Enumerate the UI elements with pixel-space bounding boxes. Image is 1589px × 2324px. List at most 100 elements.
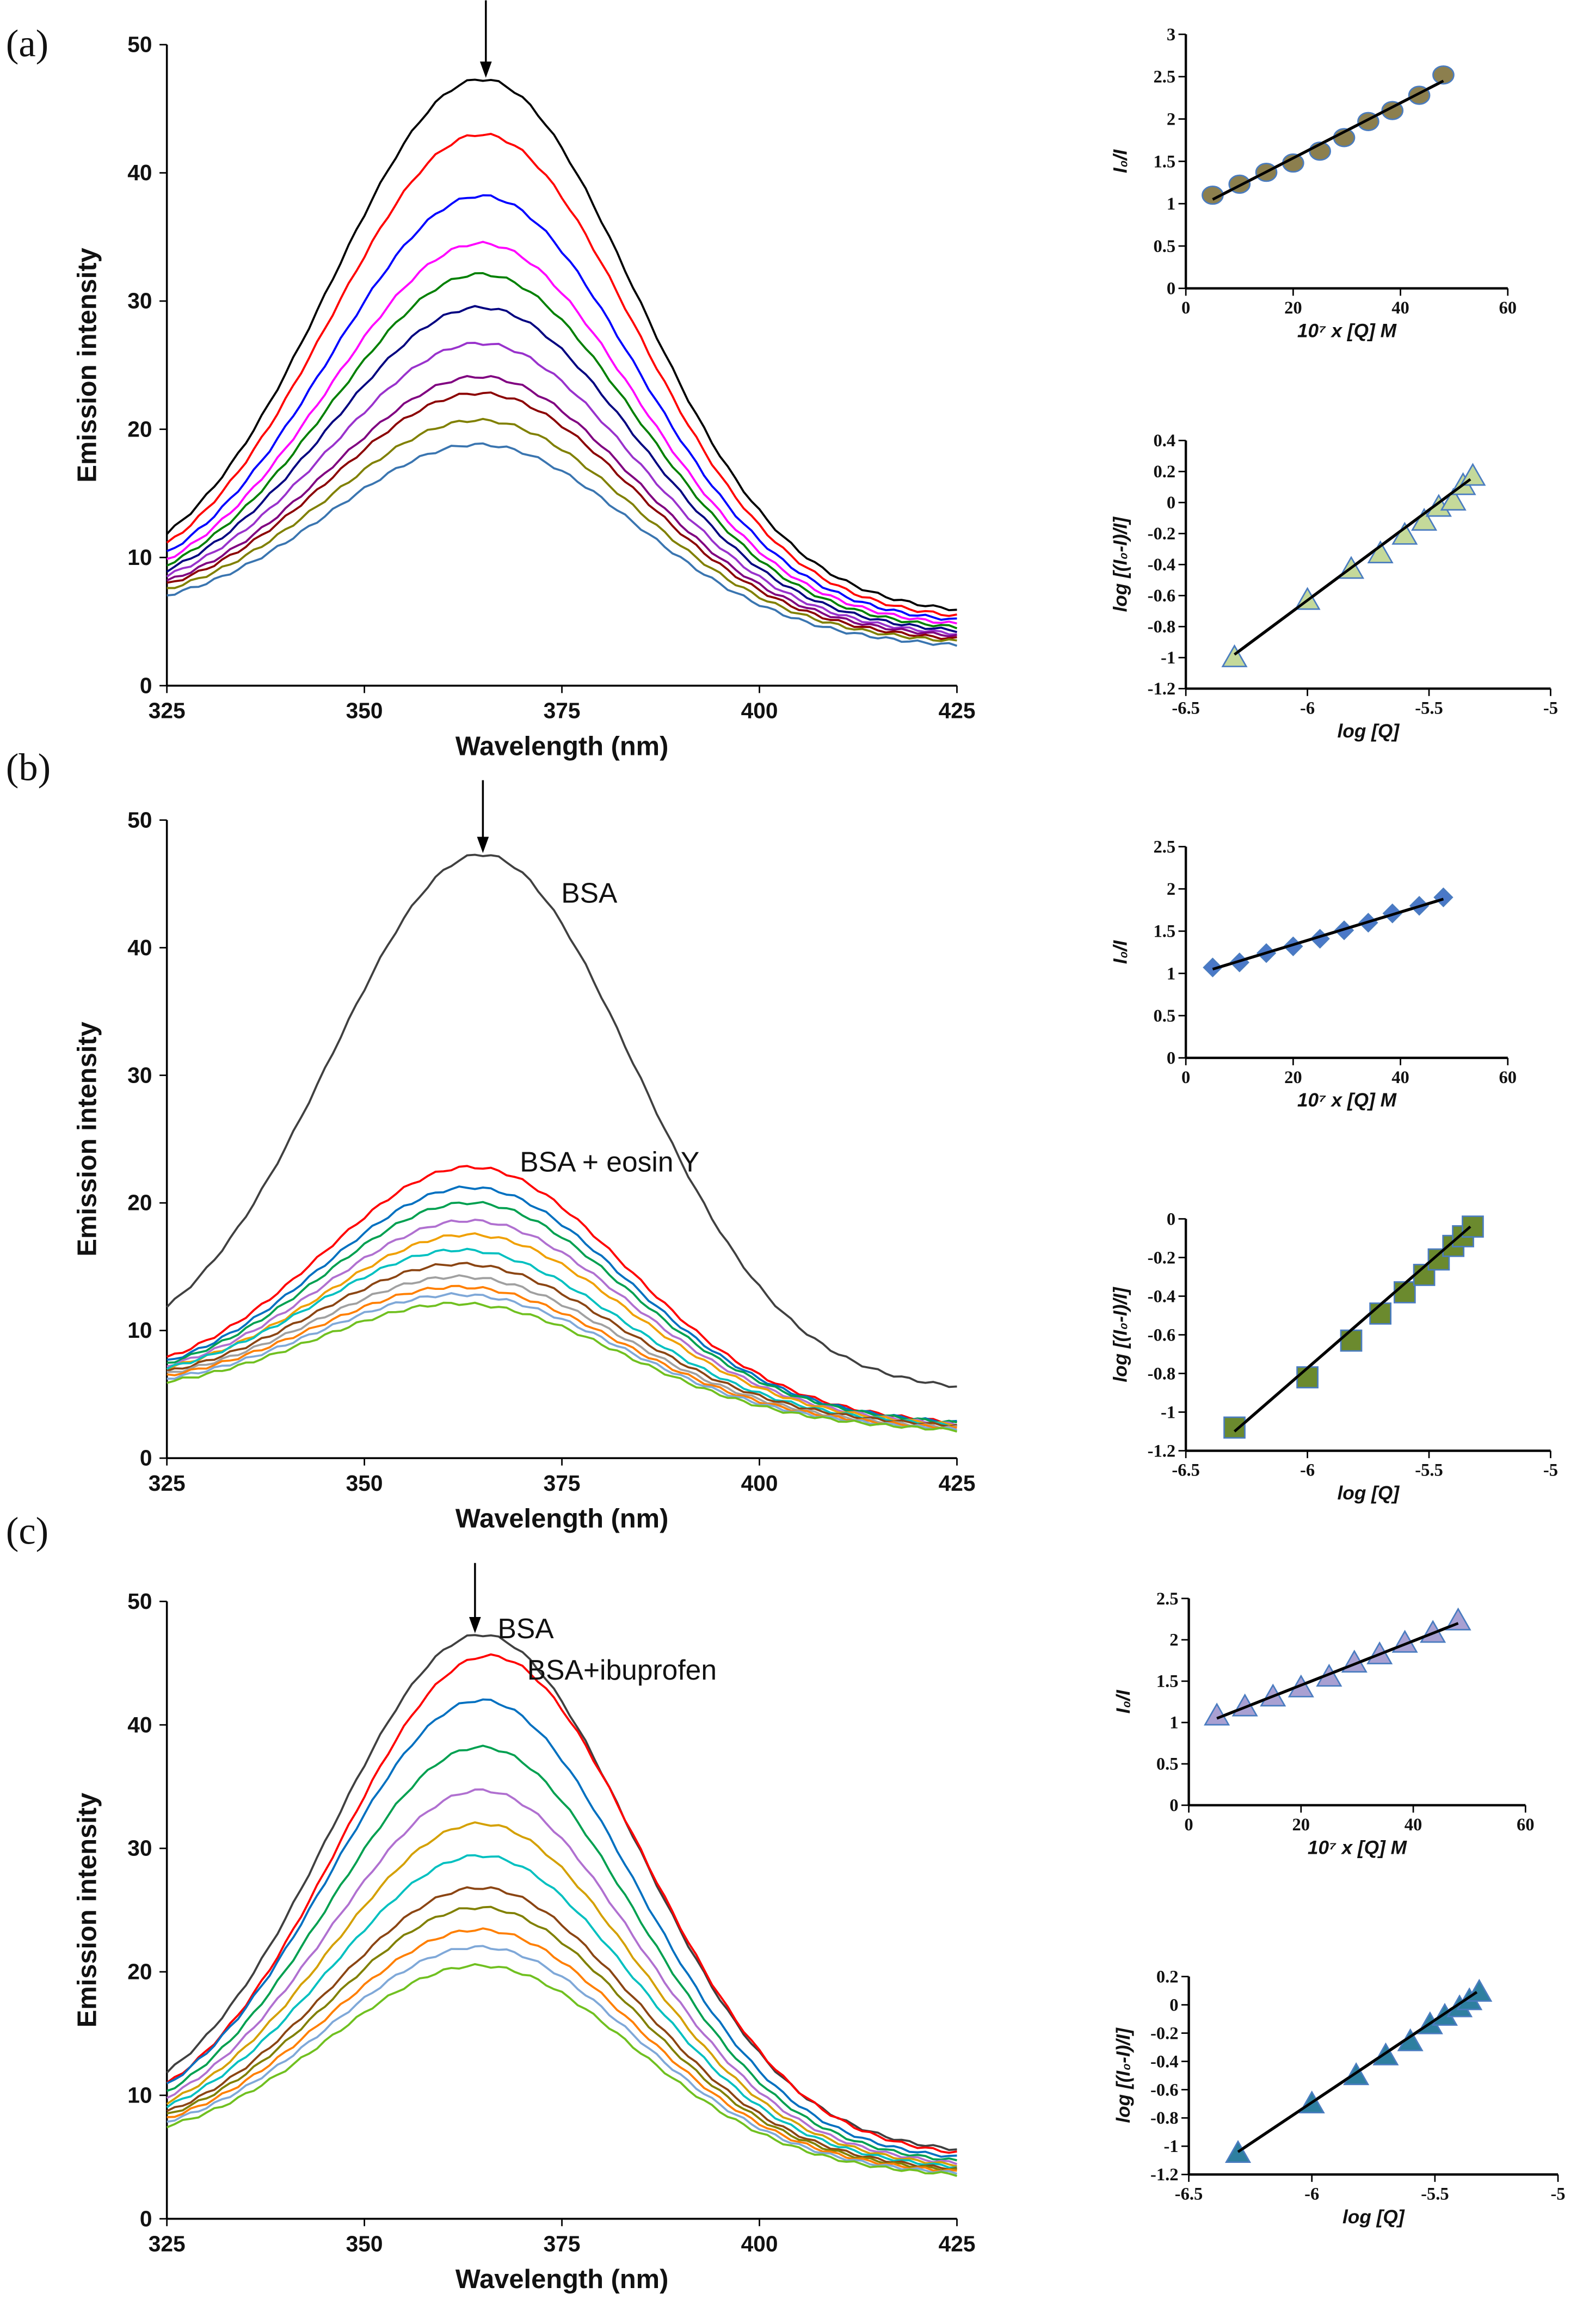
spectrum-line-3 — [167, 1201, 957, 1424]
spectrum-line-6 — [166, 342, 957, 636]
y-tick-label: -0.4 — [1150, 2052, 1179, 2071]
annotation-label: BSA — [498, 1613, 555, 1644]
fit-line-overlay — [1212, 897, 1444, 971]
spectrum-line-9 — [167, 1927, 957, 2173]
data-point-circle — [1432, 65, 1455, 85]
y-tick-label: -0.4 — [1148, 555, 1176, 575]
x-tick-label: -5.5 — [1421, 2184, 1449, 2204]
data-point-diamond — [1203, 957, 1223, 977]
x-tick-label: 375 — [544, 2231, 581, 2256]
y-tick-label: -0.6 — [1148, 1325, 1176, 1345]
y-tick-label: 1.5 — [1156, 1672, 1179, 1692]
spectrum-line-7 — [166, 1886, 957, 2171]
spectrum-line-6 — [166, 1247, 957, 1428]
emission-spectra-chart-3: 0 10 20 30 40 50 325 350 375 400 425 Wavelength (nm… — [72, 780, 975, 1534]
x-tick-label: 20 — [1284, 298, 1302, 318]
x-axis-label: log [Q] — [1337, 1483, 1400, 1504]
y-axis-label: I₀/I — [1113, 1689, 1134, 1714]
x-tick-label: 40 — [1405, 1815, 1422, 1835]
y-tick-label: -0.6 — [1150, 2080, 1179, 2100]
x-tick-label: -5.5 — [1415, 698, 1443, 718]
panel-label-c: (c) — [6, 1510, 48, 1553]
y-tick-label: 0.5 — [1153, 1006, 1175, 1026]
spectrum-line-0 — [166, 78, 957, 612]
x-tick-label: 375 — [544, 1471, 581, 1496]
x-tick-label: 40 — [1391, 298, 1409, 318]
spectrum-line-5 — [166, 1821, 957, 2168]
data-point-triangle — [1221, 644, 1248, 667]
emission-spectra-chart-0: 0 10 20 30 40 50 325 350 375 400 425 Wavelength (nm… — [72, 0, 975, 761]
y-tick-label: 2 — [1167, 880, 1175, 899]
x-tick-label: 40 — [1391, 1068, 1409, 1087]
x-tick-label: 20 — [1284, 1068, 1302, 1087]
x-tick-label: 20 — [1292, 1815, 1310, 1835]
x-tick-label: 325 — [149, 1471, 186, 1496]
y-tick-label: 0.2 — [1153, 462, 1175, 482]
y-axis-label: log [(I₀-I)/I] — [1110, 517, 1131, 612]
y-tick-label: 30 — [127, 288, 152, 313]
spectrum-line-5 — [166, 305, 957, 634]
y-tick-label: -0.4 — [1148, 1287, 1176, 1306]
x-tick-label: 425 — [939, 2231, 976, 2256]
y-tick-label: 0 — [1167, 279, 1175, 299]
data-point-square — [1296, 1366, 1319, 1388]
x-tick-label: 350 — [346, 1471, 383, 1496]
x-axis-label: Wavelength (nm) — [455, 2265, 669, 2294]
spectrum-line-11 — [166, 1963, 958, 2177]
y-tick-label: -0.6 — [1148, 586, 1176, 606]
inset-plot-1: 0 0.5 1 1.5 2 2.5 3 0 20 40 60 10⁷ x [Q] M I₀/I — [1110, 25, 1517, 341]
y-axis-label: I₀/I — [1110, 940, 1131, 964]
panel-label-b: (b) — [6, 746, 51, 789]
spectrum-line-1 — [166, 132, 957, 617]
spectrum-line-3 — [167, 241, 957, 625]
x-axis-label: log [Q] — [1342, 2206, 1405, 2228]
fit-line-overlay — [1237, 1991, 1478, 2153]
arrow-down-icon — [477, 837, 489, 853]
y-tick-label: -1 — [1163, 2137, 1178, 2156]
y-tick-label: -1.2 — [1150, 2165, 1179, 2185]
y-tick-label: 1 — [1167, 194, 1175, 214]
y-tick-label: 50 — [127, 32, 152, 57]
y-tick-label: -0.8 — [1148, 617, 1176, 637]
y-tick-label: -1 — [1161, 648, 1175, 668]
annotation-label: BSA+ibuprofen — [527, 1654, 717, 1686]
y-tick-label: -0.2 — [1148, 1248, 1176, 1268]
data-point-diamond — [1433, 887, 1453, 907]
y-tick-label: -0.8 — [1148, 1364, 1176, 1384]
x-tick-label: 0 — [1181, 1068, 1190, 1087]
inset-plot-8: -1.2 -1 -0.8 -0.6 -0.4 -0.2 0 0.2 -6.5 -6 -5.5 -5 lo… — [1113, 1967, 1566, 2227]
x-tick-label: 350 — [346, 698, 383, 723]
y-tick-label: 3 — [1167, 25, 1175, 45]
y-tick-label: 20 — [127, 1959, 152, 1984]
y-tick-label: 10 — [127, 1318, 152, 1343]
x-tick-label: -6.5 — [1172, 698, 1200, 718]
inset-plot-2: -1.2 -1 -0.8 -0.6 -0.4 -0.2 0 0.2 0.4 -6.5 -6 -5.5 -… — [1110, 431, 1558, 742]
y-tick-label: 50 — [127, 1589, 152, 1614]
y-tick-label: 0 — [140, 2206, 152, 2231]
fit-line-overlay — [1212, 79, 1444, 201]
x-tick-label: 350 — [346, 2231, 383, 2256]
arrow-down-icon — [469, 1617, 481, 1633]
fit-line-overlay — [1233, 1225, 1471, 1432]
fit-line-overlay — [1216, 1622, 1459, 1720]
y-axis-label: Emission intensity — [72, 1022, 102, 1256]
y-tick-label: 0 — [1169, 1796, 1178, 1816]
x-tick-label: 0 — [1181, 298, 1190, 318]
x-tick-label: -6 — [1304, 2184, 1319, 2204]
y-tick-label: 1.5 — [1153, 922, 1175, 942]
y-tick-label: 0 — [1169, 1995, 1178, 2015]
x-axis-label: 10⁷ x [Q] M — [1297, 320, 1397, 341]
y-tick-label: 2.5 — [1156, 1589, 1179, 1609]
data-point-square — [1340, 1329, 1363, 1352]
y-axis-label: Emission intensity — [72, 248, 102, 482]
x-tick-label: -6 — [1300, 698, 1315, 718]
y-tick-label: 0.4 — [1153, 431, 1175, 451]
spectrum-line-4 — [166, 272, 958, 630]
x-axis-label: 10⁷ x [Q] M — [1308, 1837, 1407, 1858]
data-point-circle — [1381, 101, 1404, 120]
y-tick-label: 0.5 — [1156, 1755, 1179, 1774]
y-tick-label: 10 — [127, 2082, 152, 2107]
x-tick-label: 375 — [544, 698, 581, 723]
x-tick-label: -6 — [1300, 1461, 1315, 1480]
